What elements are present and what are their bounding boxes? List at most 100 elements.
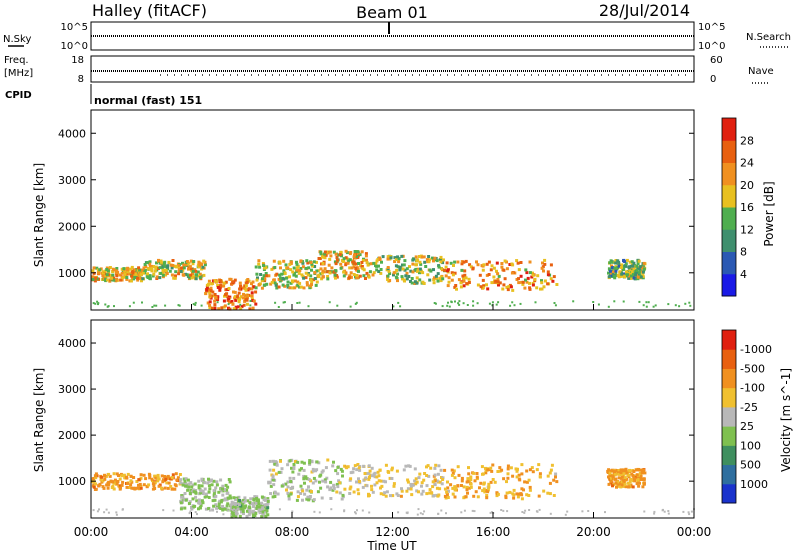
scatter-cell	[357, 269, 360, 273]
scatter-cell	[633, 277, 637, 280]
scatter-cell	[123, 271, 127, 275]
ground-scatter-cell	[497, 301, 500, 304]
scatter-cell	[493, 480, 497, 484]
ground-scatter-cell	[419, 512, 422, 515]
scatter-cell	[223, 294, 226, 298]
scatter-cell	[320, 496, 324, 500]
scatter-cell	[101, 485, 105, 489]
scatter-cell	[197, 507, 200, 511]
scatter-cell	[330, 266, 334, 270]
scatter-cell	[619, 485, 623, 489]
scatter-cell	[256, 498, 260, 502]
scatter-cell	[367, 494, 370, 498]
y-tick-label: 3000	[58, 383, 86, 396]
scatter-cell	[364, 252, 368, 256]
scatter-cell	[223, 304, 227, 308]
scatter-cell	[275, 463, 279, 467]
scatter-cell	[628, 480, 632, 484]
scatter-cell	[189, 273, 193, 277]
scatter-cell	[332, 487, 336, 490]
colorbar-tick-label: 100	[740, 439, 761, 452]
scatter-cell	[129, 479, 133, 483]
colorbar-segment	[722, 464, 736, 485]
scatter-cell	[397, 260, 401, 264]
scatter-cell	[480, 264, 484, 268]
scatter-cell	[265, 282, 269, 286]
scatter-cell	[180, 266, 184, 270]
scatter-cell	[608, 271, 612, 275]
scatter-cell	[495, 261, 499, 265]
scatter-cell	[486, 488, 490, 492]
scatter-cell	[192, 260, 196, 263]
scatter-cell	[230, 510, 234, 514]
scatter-cell	[438, 487, 442, 491]
ground-scatter-cell	[581, 510, 584, 513]
ground-scatter-cell	[406, 512, 409, 515]
scatter-cell	[159, 260, 163, 264]
scatter-cell	[349, 471, 353, 475]
scatter-cell	[385, 490, 389, 494]
scatter-cell	[642, 468, 645, 472]
scatter-cell	[290, 466, 293, 470]
ground-scatter-cell	[132, 301, 135, 304]
ground-scatter-cell	[92, 302, 95, 305]
scatter-cell	[485, 496, 489, 500]
scatter-cell	[352, 261, 356, 265]
colorbar-tick-label: 12	[740, 223, 754, 236]
scatter-cell	[396, 265, 400, 269]
scatter-cell	[610, 481, 614, 485]
scatter-cell	[189, 259, 193, 263]
scatter-cell	[616, 266, 619, 270]
scatter-cell	[517, 281, 521, 285]
ground-scatter-cell	[397, 301, 400, 304]
scatter-cell	[633, 477, 637, 481]
scatter-cell	[519, 274, 523, 278]
ground-scatter-cell	[521, 511, 524, 513]
scatter-cell	[624, 485, 628, 489]
scatter-cell	[229, 496, 233, 500]
scatter-cell	[453, 495, 457, 499]
scatter-cell	[630, 270, 634, 274]
scatter-cell	[469, 475, 473, 479]
ground-scatter-cell	[433, 302, 436, 304]
scatter-cell	[355, 468, 359, 472]
scatter-cell	[386, 266, 390, 269]
ground-scatter-cell	[622, 300, 625, 303]
scatter-cell	[401, 263, 404, 267]
ground-scatter-cell	[687, 511, 690, 514]
scatter-cell	[414, 255, 418, 259]
scatter-cell	[358, 274, 362, 278]
scatter-cell	[238, 507, 242, 511]
scatter-cell	[286, 280, 290, 284]
scatter-cell	[531, 271, 534, 275]
scatter-cell	[635, 473, 639, 477]
scatter-cell	[107, 267, 111, 271]
scatter-cell	[625, 477, 629, 481]
scatter-cell	[131, 271, 135, 275]
scatter-cell	[496, 272, 500, 276]
scatter-cell	[200, 499, 204, 503]
scatter-cell	[301, 489, 305, 493]
scatter-cell	[300, 273, 304, 277]
scatter-cell	[266, 497, 270, 501]
scatter-cell	[146, 276, 150, 279]
scatter-cell	[115, 267, 119, 270]
scatter-cell	[251, 280, 255, 284]
scatter-cell	[207, 490, 211, 494]
scatter-cell	[349, 275, 353, 279]
scatter-cell	[525, 469, 529, 473]
scatter-cell	[207, 507, 211, 511]
scatter-cell	[105, 483, 109, 487]
scatter-cell	[215, 480, 219, 484]
scatter-cell	[127, 486, 131, 489]
scatter-cell	[344, 256, 348, 260]
scatter-cell	[319, 267, 323, 271]
scatter-cell	[492, 275, 496, 279]
scatter-cell	[295, 266, 299, 270]
scatter-cell	[519, 492, 523, 496]
scatter-cell	[552, 478, 556, 482]
scatter-cell	[102, 486, 106, 490]
scatter-cell	[146, 272, 149, 276]
scatter-cell	[197, 479, 201, 483]
scatter-cell	[161, 268, 165, 272]
